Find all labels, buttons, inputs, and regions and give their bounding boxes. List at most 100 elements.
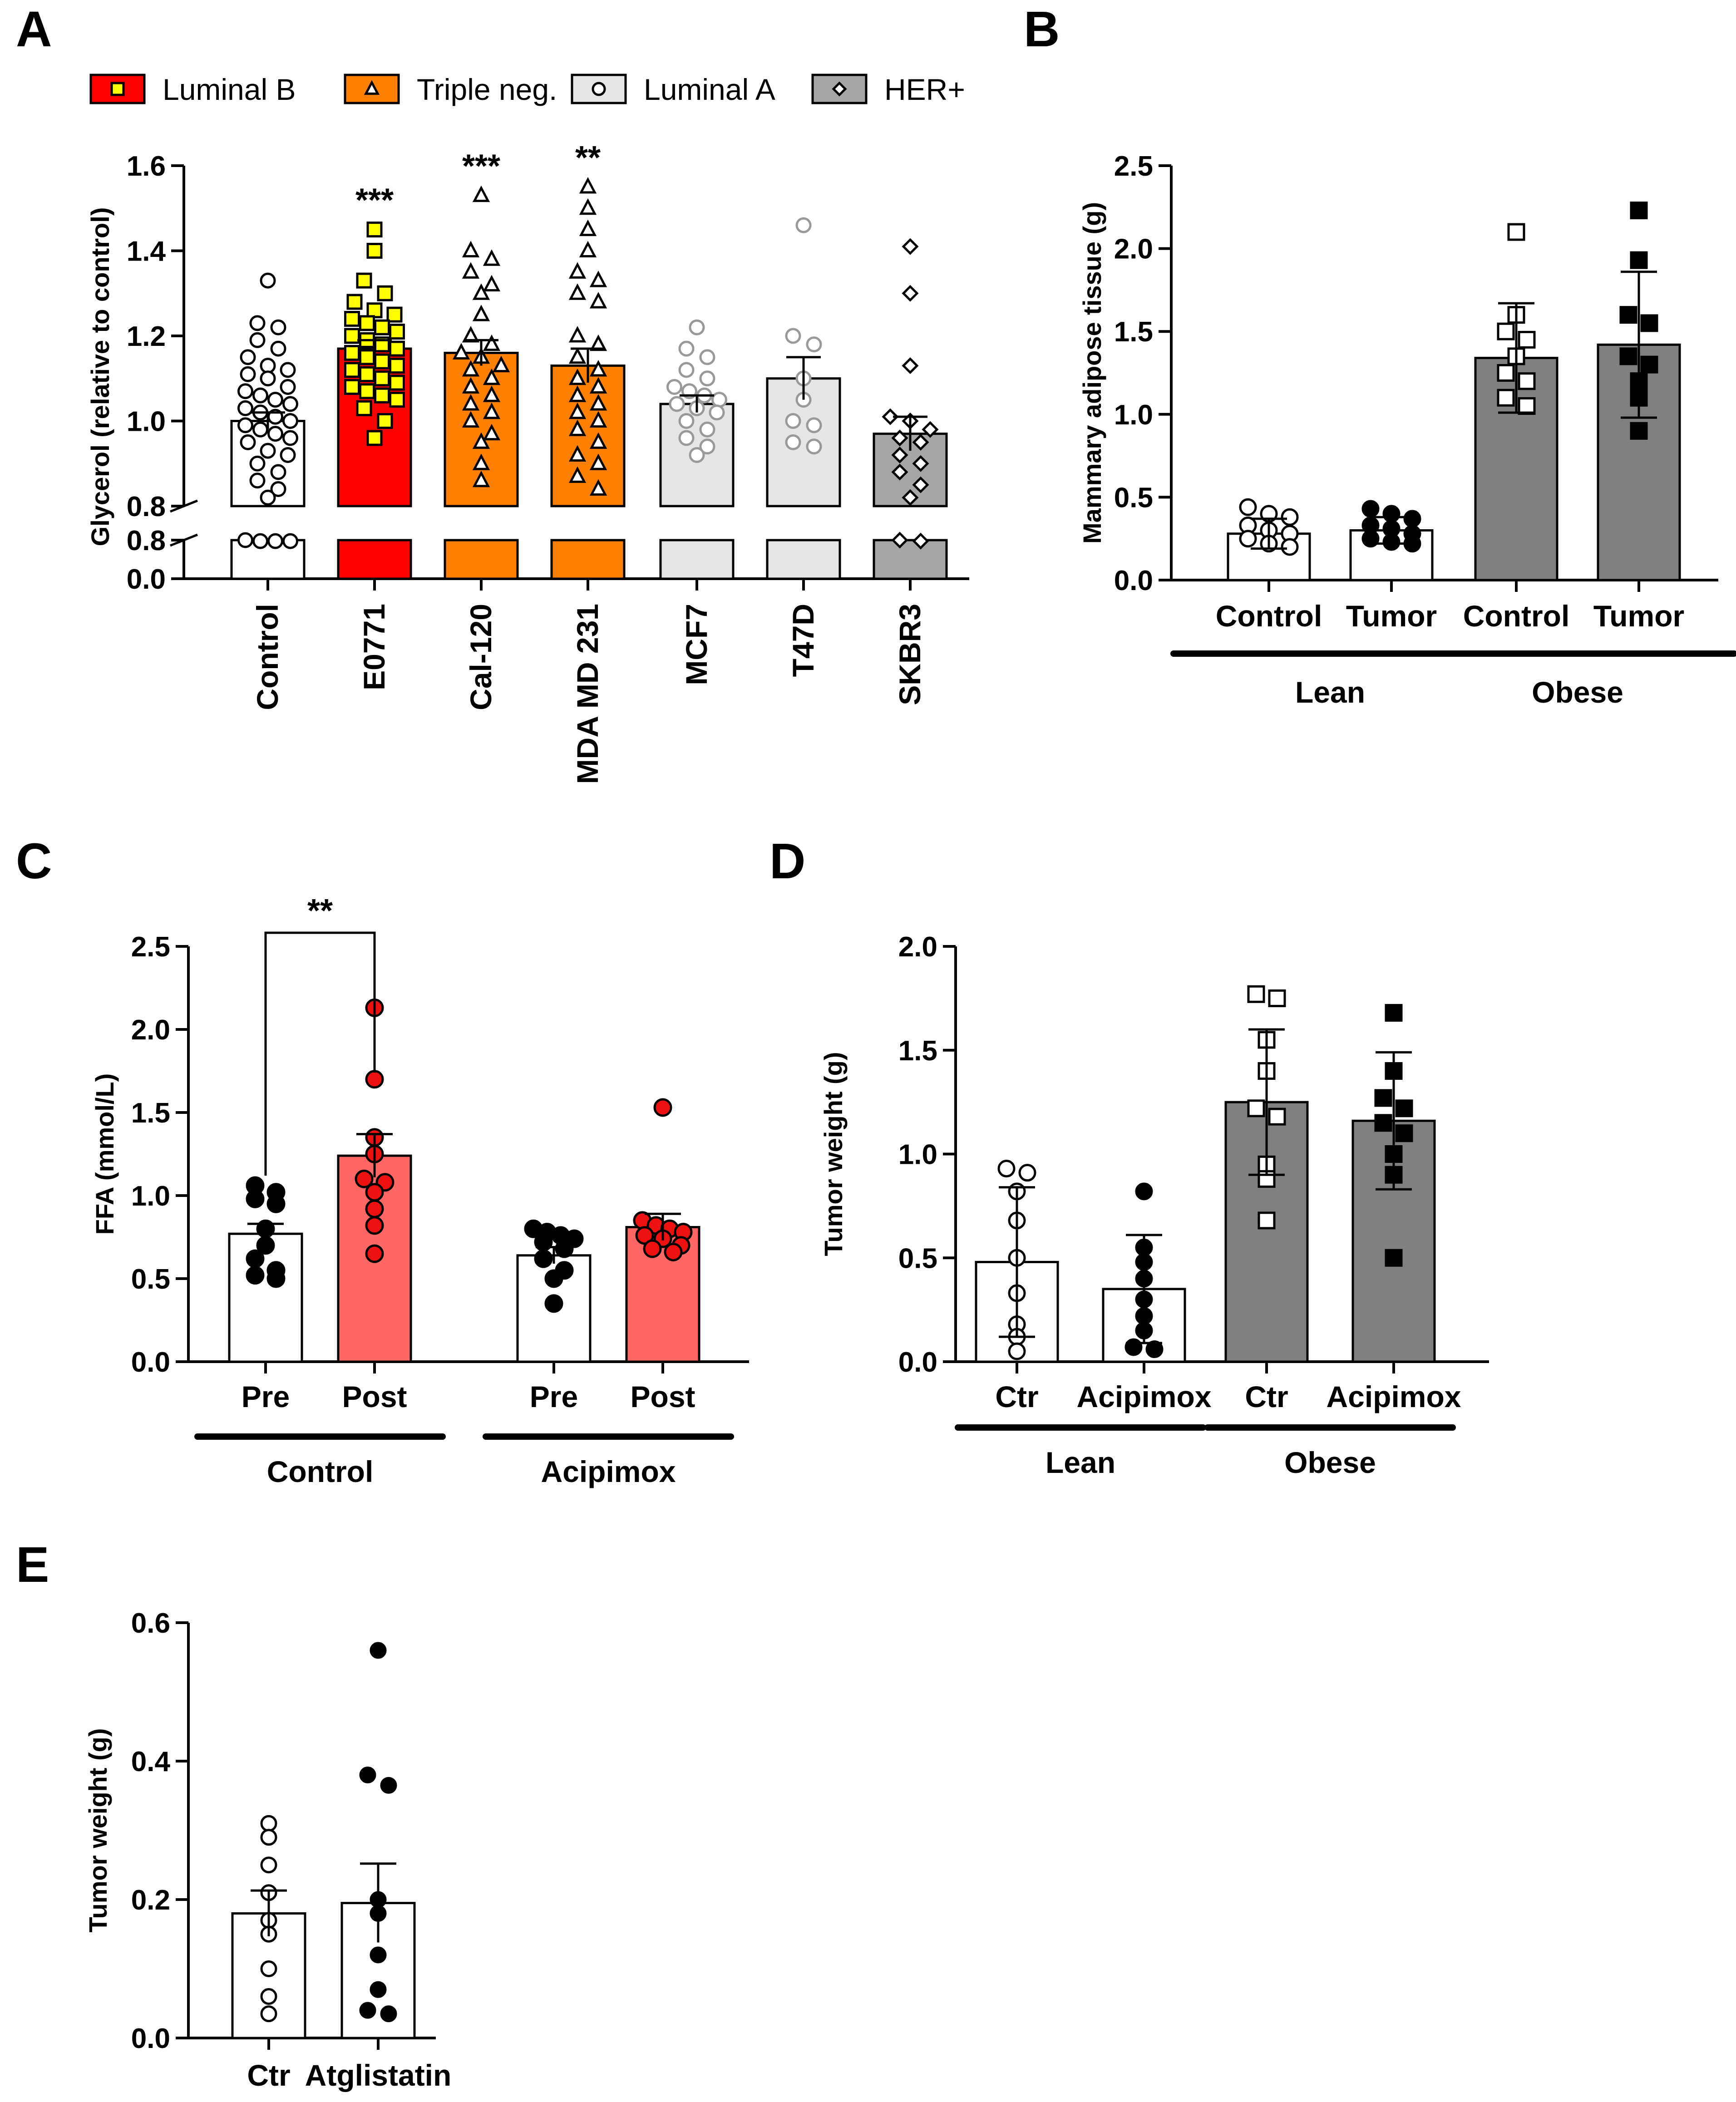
- panel-d-category-label-3: Acipimox: [1326, 1380, 1461, 1413]
- panel-a-point-4-13: [699, 421, 715, 438]
- panel-a-point-1-17: [374, 353, 390, 369]
- panel-b-ylabel: Mammary adipose tissue (g): [1078, 202, 1106, 544]
- panel-a-point-2-15: [483, 385, 501, 402]
- panel-a-point-3-11: [589, 360, 607, 377]
- panel-b: B 0.0 0.5 1.0 1.5 2.0 2.5 Mammary adipose tissu…: [1024, 1, 1736, 709]
- panel-a-point-2-14: [462, 377, 480, 394]
- panel-a-bar-lower-1: [337, 539, 412, 580]
- panel-e-point-1-2: [380, 1777, 397, 1794]
- panel-b-ytick-label-5: 2.5: [1114, 151, 1153, 182]
- panel-a-point-0-21: [267, 426, 283, 442]
- panel-a-bar-lower-4: [659, 539, 735, 580]
- panel-d-point-0-8: [1008, 1342, 1026, 1360]
- panel-a-point-1-28: [377, 413, 393, 429]
- panel-c-point-0-8: [246, 1266, 265, 1285]
- panel-d-label: D: [769, 833, 805, 889]
- panel-a-point-1-19: [344, 362, 360, 378]
- panel-a-point-2-8: [483, 334, 501, 351]
- panel-a-category-label-1: E0771: [357, 604, 391, 690]
- panel-a-point-2-11: [492, 355, 510, 373]
- panel-c-point-1-8: [365, 1216, 384, 1235]
- panel-c-point-3-0: [653, 1098, 672, 1117]
- panel-a-point-1-4: [346, 294, 363, 310]
- panel-a-significance-1: ***: [355, 182, 394, 219]
- legend-swatch-0: [89, 74, 146, 104]
- panel-a-point-1-23: [344, 379, 360, 395]
- panel-c-point-1-7: [365, 1199, 384, 1218]
- panel-a-point-2-7: [462, 326, 480, 343]
- panel-a-point-0-22: [282, 430, 298, 446]
- panel-b-point-3-3: [1640, 314, 1658, 332]
- panel-a-point-3-21: [589, 453, 607, 470]
- panel-a-point-1-6: [386, 306, 403, 323]
- panel-a-point-0-4: [270, 340, 286, 357]
- panel-d-point-2-1: [1268, 989, 1286, 1007]
- panel-a-point-3-2: [579, 219, 597, 236]
- panel-a-point-4-15: [699, 438, 715, 455]
- panel-a-point-0-11: [237, 383, 253, 399]
- panel-b-ytick-label-4: 2.0: [1114, 234, 1153, 265]
- panel-c: C 0.0 0.5 1.0 1.5 2.0 2.5 FFA (mmol/L) Pre Post Pr…: [16, 833, 749, 1488]
- panel-e-point-1-7: [359, 2002, 376, 2019]
- panel-a-point-4-4: [699, 370, 715, 387]
- panel-a-significance-2: ***: [462, 148, 500, 185]
- panel-b-category-label-2: Control: [1463, 599, 1570, 633]
- panel-b-point-2-8: [1518, 397, 1536, 415]
- panel-e-label: E: [16, 1537, 49, 1593]
- panel-a-point-4-5: [666, 379, 682, 395]
- panel-d-point-2-0: [1247, 985, 1265, 1003]
- panel-c-point-0-9: [266, 1269, 286, 1288]
- panel-c-point-2-9: [544, 1294, 563, 1313]
- panel-d-point-3-8: [1385, 1249, 1403, 1267]
- panel-b-point-3-4: [1619, 347, 1637, 365]
- panel-a-point-0-32: [252, 533, 268, 549]
- panel-c-ytick-label-4: 2.0: [131, 1014, 170, 1046]
- panel-d: D 0.0 0.5 1.0 1.5 2.0 Tumor weight (g) Ctr Acipi…: [769, 833, 1489, 1479]
- panel-c-category-label-3: Post: [630, 1380, 695, 1413]
- panel-a-point-3-9: [589, 334, 607, 351]
- panel-a-point-2-0: [472, 185, 490, 202]
- panel-a-point-1-26: [389, 392, 405, 408]
- panel-a-lower-ytick-label-1: 0.8: [127, 525, 166, 556]
- legend-marker-0: [110, 82, 125, 96]
- panel-e-ytick-label-3: 0.6: [131, 1608, 170, 1639]
- panel-a-point-2-20: [472, 432, 490, 449]
- panel-a-point-0-13: [267, 392, 283, 408]
- panel-b-point-0-0: [1239, 498, 1257, 516]
- panel-a-point-2-22: [472, 470, 490, 487]
- panel-a-point-1-22: [389, 374, 405, 391]
- panel-d-point-0-0: [997, 1160, 1016, 1178]
- panel-a-point-3-15: [589, 394, 607, 411]
- panel-a-point-2-1: [462, 241, 480, 257]
- panel-a-point-0-12: [252, 387, 268, 404]
- panel-b-point-3-5: [1640, 355, 1658, 374]
- panel-e-ytick-label-2: 0.4: [131, 1746, 171, 1777]
- panel-d-point-3-5: [1395, 1124, 1413, 1142]
- panel-c-point-2-5: [555, 1239, 574, 1258]
- legend-label-2: Luminal A: [644, 73, 775, 106]
- panel-c-point-0-2: [246, 1189, 265, 1208]
- panel-a-point-0-15: [237, 400, 253, 416]
- panel-a-point-4-3: [678, 362, 695, 378]
- panel-d-point-1-8: [1145, 1340, 1164, 1359]
- panel-a-point-1-21: [374, 370, 390, 387]
- legend-marker-1: [364, 80, 380, 95]
- panel-d-group-label-1: Obese: [1284, 1446, 1376, 1479]
- panel-b-ytick-label-2: 1.0: [1114, 399, 1153, 431]
- panel-c-group-label-0: Control: [267, 1455, 374, 1488]
- panel-d-point-3-2: [1374, 1089, 1392, 1107]
- panel-a-point-0-30: [260, 489, 276, 506]
- panel-a-point-3-22: [568, 466, 587, 483]
- panel-d-point-2-8: [1258, 1211, 1276, 1230]
- panel-e-point-0-0: [260, 1815, 277, 1832]
- panel-e-point-0-8: [260, 2005, 277, 2023]
- panel-b-label: B: [1024, 1, 1060, 57]
- panel-b-point-0-2: [1281, 508, 1299, 526]
- panel-e-point-0-6: [260, 1960, 277, 1977]
- panel-a-point-6-2: [902, 357, 919, 374]
- panel-c-ylabel: FFA (mmol/L): [90, 1073, 119, 1235]
- panel-e-point-0-7: [260, 1988, 277, 2005]
- panel-a-point-3-10: [568, 347, 587, 364]
- panel-e-point-1-8: [380, 2005, 397, 2023]
- legend-marker-2: [592, 82, 606, 96]
